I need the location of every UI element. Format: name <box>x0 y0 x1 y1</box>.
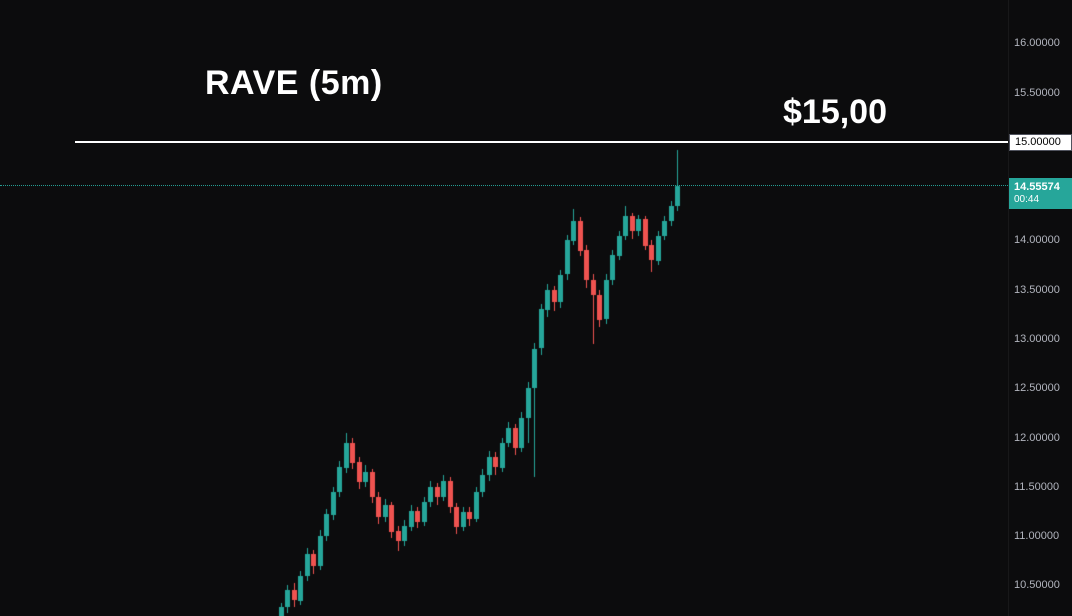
last-price-value: 14.55574 <box>1014 180 1060 193</box>
axis-tick-label: 13.00000 <box>1014 333 1060 346</box>
last-price-dotted-line <box>0 184 1008 186</box>
axis-tick-label: 11.50000 <box>1014 480 1060 493</box>
price-alert-line[interactable] <box>75 140 1008 143</box>
price-axis[interactable]: 15.00000 14.55574 00:44 16.00000 15.50000… <box>1008 0 1072 616</box>
axis-tick-label: 12.50000 <box>1014 382 1060 395</box>
axis-tick-label: 14.00000 <box>1014 234 1060 247</box>
axis-tick-label: 15.50000 <box>1014 86 1060 99</box>
candlestick-chart[interactable] <box>0 0 1008 616</box>
price-line-axis-label: 15.00000 <box>1009 133 1072 151</box>
axis-tick-label: 16.00000 <box>1014 37 1060 50</box>
axis-tick-label: 11.00000 <box>1014 530 1060 543</box>
axis-tick-label: 12.00000 <box>1014 431 1060 444</box>
symbol-title: RAVE (5m) <box>205 64 383 102</box>
axis-tick-label: 10.50000 <box>1014 579 1060 592</box>
axis-tick-label: 13.50000 <box>1014 283 1060 296</box>
last-price-countdown: 00:44 <box>1014 193 1040 205</box>
last-price-badge: 14.55574 00:44 <box>1009 177 1072 209</box>
price-callout: $15,00 <box>783 93 887 131</box>
